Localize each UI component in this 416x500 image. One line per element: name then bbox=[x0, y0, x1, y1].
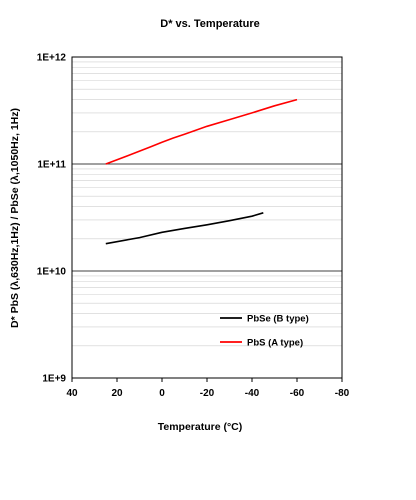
x-tick-label: -60 bbox=[290, 388, 305, 399]
legend-label-pbse: PbSe (B type) bbox=[247, 314, 309, 325]
x-tick-label: 0 bbox=[159, 388, 165, 399]
y-axis-label: D* PbS (λ,630Hz,1Hz) / PbSe (λ,1050Hz, 1… bbox=[9, 108, 21, 328]
series-line-pbs bbox=[105, 98, 298, 165]
y-tick-label: 1E+11 bbox=[37, 160, 66, 171]
x-axis-label: Temperature (°C) bbox=[158, 421, 243, 433]
plot-frame bbox=[71, 56, 343, 379]
x-tick-label: -40 bbox=[245, 388, 260, 399]
legend: PbSe (B type) PbS (A type) bbox=[220, 314, 309, 349]
series-line-pbse bbox=[105, 212, 264, 245]
x-tick-label: -80 bbox=[335, 388, 350, 399]
x-tick-label: 20 bbox=[111, 388, 123, 399]
chart-title: D* vs. Temperature bbox=[160, 18, 259, 30]
x-tick-label: -20 bbox=[200, 388, 215, 399]
legend-label-pbs: PbS (A type) bbox=[247, 338, 303, 349]
grid-lines bbox=[72, 56, 342, 379]
y-tick-label: 1E+10 bbox=[37, 267, 67, 278]
x-tick-label: 40 bbox=[66, 388, 78, 399]
y-axis-ticks: 1E+9 1E+10 1E+11 1E+12 bbox=[37, 53, 67, 385]
y-tick-label: 1E+9 bbox=[42, 374, 66, 385]
y-tick-label: 1E+12 bbox=[37, 53, 67, 64]
x-axis-ticks: 40 20 0 -20 -40 -60 -80 bbox=[66, 378, 350, 399]
series-lines bbox=[105, 98, 298, 245]
